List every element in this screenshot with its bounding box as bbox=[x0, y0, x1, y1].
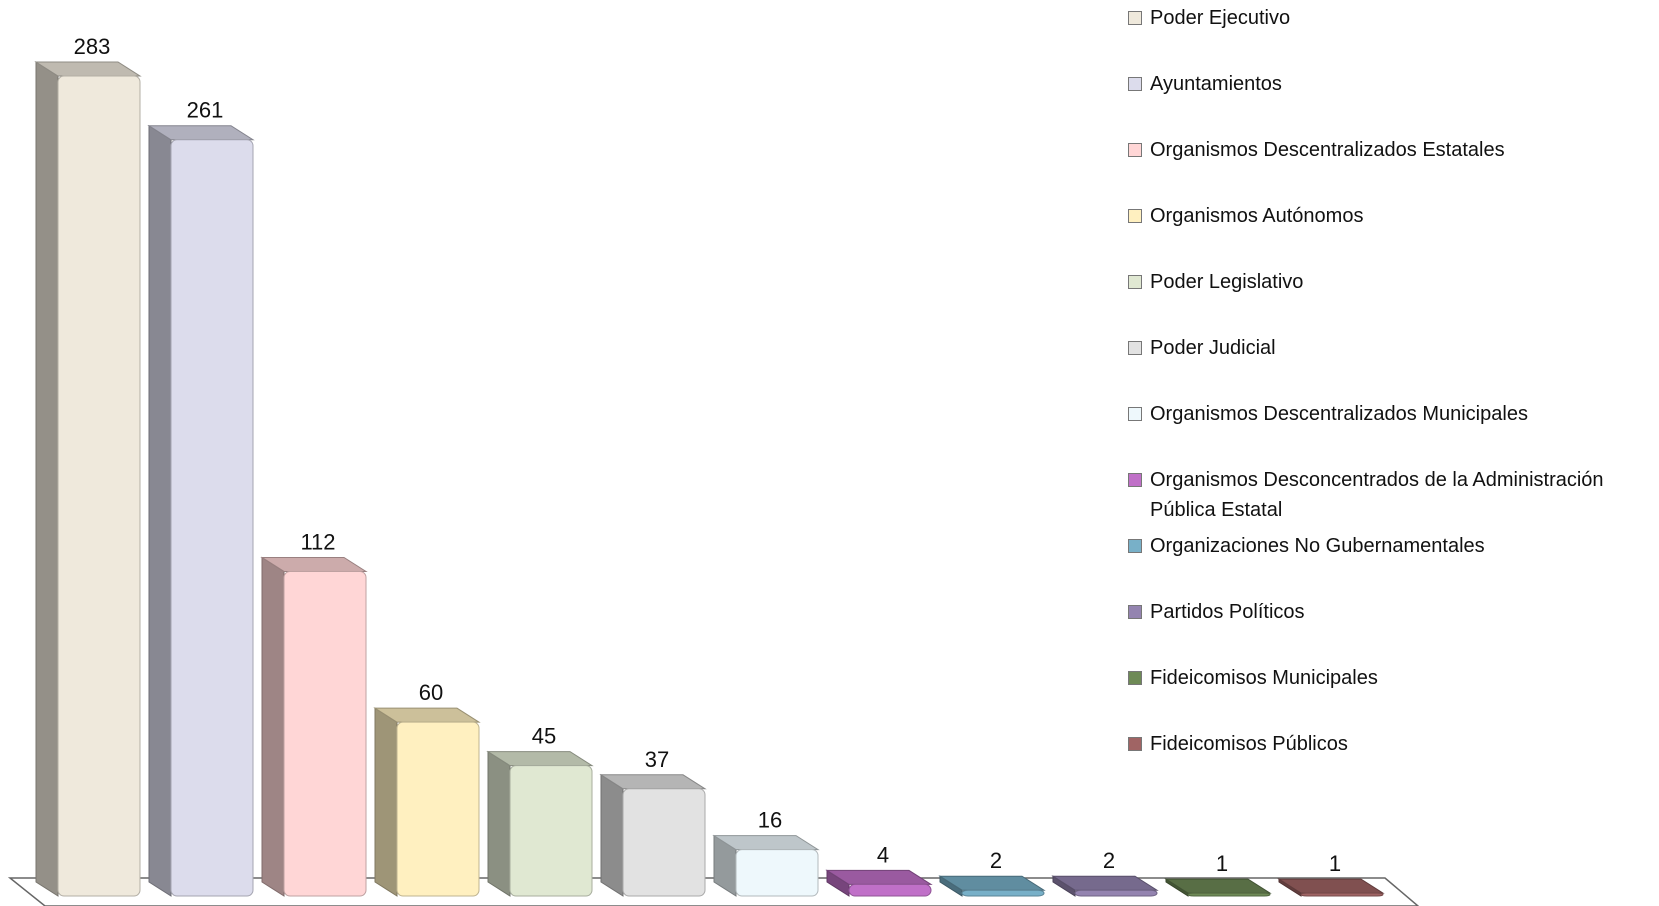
data-label: 1 bbox=[1216, 851, 1228, 876]
bar bbox=[373, 707, 481, 897]
legend-label: Partidos Políticos bbox=[1150, 601, 1305, 623]
legend-entry: Poder Judicial bbox=[1128, 333, 1653, 363]
legend-label: Organizaciones No Gubernamentales bbox=[1150, 535, 1485, 557]
bar-face bbox=[261, 556, 285, 897]
bar-face bbox=[1300, 892, 1384, 897]
legend-label: Organismos Descentralizados Estatales bbox=[1150, 139, 1505, 161]
bar bbox=[825, 869, 933, 897]
bar-face bbox=[260, 556, 368, 572]
bar-face bbox=[374, 707, 398, 897]
legend-swatch bbox=[1128, 143, 1142, 157]
bar-face bbox=[148, 124, 172, 897]
bar-face bbox=[57, 75, 141, 897]
bar bbox=[1164, 878, 1272, 897]
bar-face bbox=[735, 849, 819, 897]
bar-face bbox=[1164, 878, 1272, 894]
legend-entry: Organismos Desconcentrados de la Adminis… bbox=[1128, 465, 1653, 525]
bar bbox=[486, 750, 594, 897]
bar-face bbox=[283, 570, 367, 897]
bar bbox=[260, 556, 368, 897]
data-label: 2 bbox=[990, 848, 1002, 873]
bar-face bbox=[1277, 878, 1385, 894]
data-label: 4 bbox=[877, 842, 889, 867]
bar-face bbox=[599, 774, 707, 790]
legend-swatch bbox=[1128, 539, 1142, 553]
data-label: 1 bbox=[1329, 851, 1341, 876]
data-label: 261 bbox=[187, 98, 224, 123]
bar-face bbox=[938, 875, 1046, 891]
legend-entry: Fideicomisos Municipales bbox=[1128, 663, 1653, 693]
bar-face bbox=[848, 883, 932, 897]
legend-entry: Organizaciones No Gubernamentales bbox=[1128, 531, 1653, 561]
bar bbox=[34, 61, 142, 897]
legend-swatch bbox=[1128, 671, 1142, 685]
data-label: 60 bbox=[419, 680, 443, 705]
data-label: 283 bbox=[74, 34, 111, 59]
bar-face bbox=[1187, 892, 1271, 897]
bar-face bbox=[622, 788, 706, 897]
bar bbox=[1277, 878, 1385, 897]
bar-face bbox=[600, 773, 624, 897]
legend-label: Ayuntamientos bbox=[1150, 73, 1282, 95]
bar bbox=[1051, 875, 1159, 897]
data-label: 2 bbox=[1103, 848, 1115, 873]
legend-swatch bbox=[1128, 737, 1142, 751]
bar-face bbox=[961, 889, 1045, 897]
legend-label: Fideicomisos Municipales bbox=[1150, 667, 1378, 689]
bar-face bbox=[825, 869, 933, 885]
bar-face bbox=[487, 750, 511, 897]
bar-face bbox=[1074, 889, 1158, 897]
bar-face bbox=[509, 765, 593, 897]
bar bbox=[712, 834, 820, 897]
bar-face bbox=[34, 61, 142, 77]
bar-face bbox=[396, 721, 480, 897]
data-label: 112 bbox=[300, 529, 335, 554]
legend-entry: Organismos Descentralizados Estatales bbox=[1128, 135, 1653, 165]
bar-face bbox=[1051, 875, 1159, 891]
bar-face bbox=[373, 707, 481, 723]
legend-entry: Organismos Autónomos bbox=[1128, 201, 1653, 231]
legend-swatch bbox=[1128, 473, 1142, 487]
bar bbox=[938, 875, 1046, 897]
bar-face bbox=[486, 751, 594, 767]
legend-entry: Partidos Políticos bbox=[1128, 597, 1653, 627]
legend-label: Poder Judicial bbox=[1150, 337, 1276, 359]
bar bbox=[599, 773, 707, 897]
legend: Poder Ejecutivo Ayuntamientos Organismos D… bbox=[1128, 0, 1653, 780]
legend-label: Organismos Descentralizados Municipales bbox=[1150, 403, 1528, 425]
legend-swatch bbox=[1128, 209, 1142, 223]
legend-swatch bbox=[1128, 407, 1142, 421]
legend-swatch bbox=[1128, 341, 1142, 355]
legend-swatch bbox=[1128, 11, 1142, 25]
legend-entry: Fideicomisos Públicos bbox=[1128, 729, 1653, 759]
legend-label: Organismos Desconcentrados de la Adminis… bbox=[1150, 469, 1604, 521]
legend-swatch bbox=[1128, 77, 1142, 91]
legend-label: Poder Ejecutivo bbox=[1150, 7, 1291, 29]
legend-entry: Poder Ejecutivo bbox=[1128, 3, 1653, 33]
legend-label: Fideicomisos Públicos bbox=[1150, 733, 1348, 755]
data-label: 37 bbox=[645, 747, 669, 772]
data-label: 16 bbox=[758, 808, 782, 833]
legend-entry: Organismos Descentralizados Municipales bbox=[1128, 399, 1653, 429]
bar-face bbox=[35, 61, 59, 897]
data-label: 45 bbox=[532, 724, 556, 749]
bar bbox=[147, 124, 255, 897]
legend-entry: Poder Legislativo bbox=[1128, 267, 1653, 297]
legend-swatch bbox=[1128, 605, 1142, 619]
legend-label: Organismos Autónomos bbox=[1150, 205, 1364, 227]
bar-face bbox=[170, 139, 254, 897]
legend-swatch bbox=[1128, 275, 1142, 289]
legend-label: Poder Legislativo bbox=[1150, 271, 1304, 293]
legend-entry: Ayuntamientos bbox=[1128, 69, 1653, 99]
bar-face bbox=[147, 125, 255, 141]
bar-face bbox=[712, 835, 820, 851]
